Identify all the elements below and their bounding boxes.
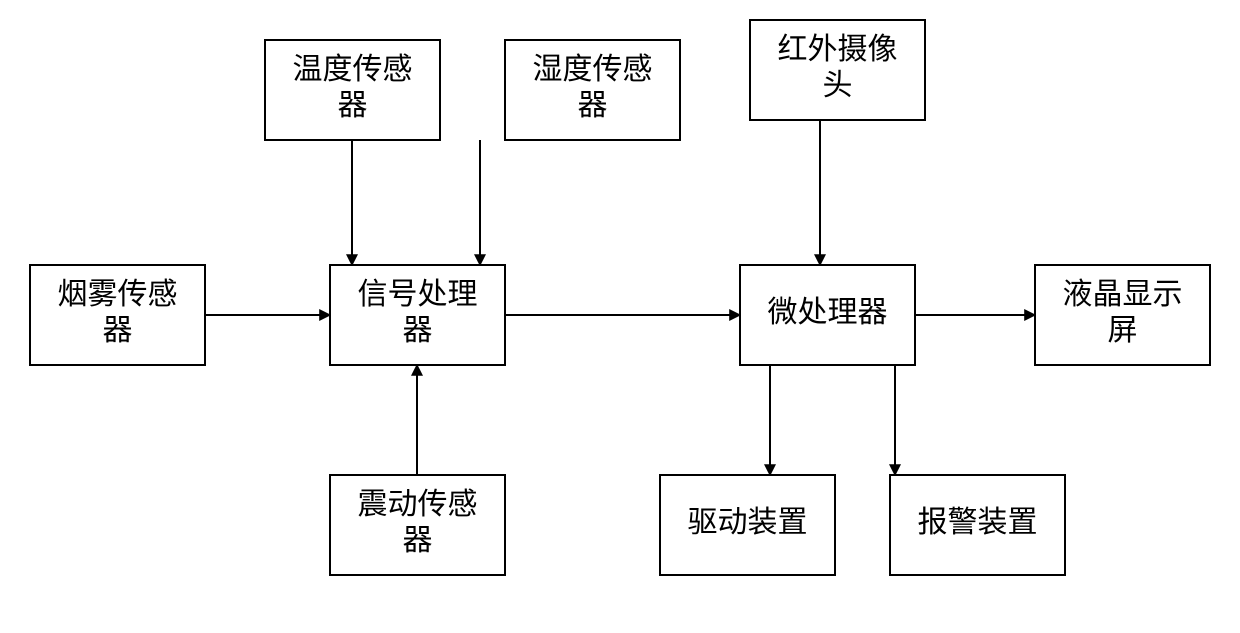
node-ircam-label-line-0: 红外摄像 (778, 33, 898, 66)
node-vibration: 震动传感器 (330, 475, 505, 575)
node-ircam-label-line-1: 头 (823, 69, 853, 102)
node-humidity-label-line-1: 器 (578, 89, 608, 122)
node-alarm-label-line-0: 报警装置 (918, 506, 1038, 539)
node-smoke: 烟雾传感器 (30, 265, 205, 365)
node-smoke-label-line-1: 器 (103, 314, 133, 347)
node-temp-label-line-1: 器 (338, 89, 368, 122)
node-smoke-label-line-0: 烟雾传感 (58, 278, 178, 311)
node-sigproc-label-line-1: 器 (403, 314, 433, 347)
node-sigproc: 信号处理器 (330, 265, 505, 365)
node-lcd: 液晶显示屏 (1035, 265, 1210, 365)
node-vibration-label-line-1: 器 (403, 524, 433, 557)
node-ircam: 红外摄像头 (750, 20, 925, 120)
node-sigproc-label-line-0: 信号处理 (358, 278, 478, 311)
node-lcd-label-line-0: 液晶显示 (1063, 278, 1183, 311)
node-mcu: 微处理器 (740, 265, 915, 365)
flowchart-canvas: 烟雾传感器温度传感器湿度传感器信号处理器震动传感器红外摄像头微处理器液晶显示屏驱… (0, 0, 1240, 633)
node-drive: 驱动装置 (660, 475, 835, 575)
node-mcu-label-line-0: 微处理器 (768, 296, 888, 329)
node-temp-label-line-0: 温度传感 (293, 53, 413, 86)
node-temp: 温度传感器 (265, 40, 440, 140)
node-lcd-label-line-1: 屏 (1108, 314, 1138, 347)
node-drive-label-line-0: 驱动装置 (688, 506, 808, 539)
node-alarm: 报警装置 (890, 475, 1065, 575)
node-humidity: 湿度传感器 (505, 40, 680, 140)
node-vibration-label-line-0: 震动传感 (358, 488, 478, 521)
node-humidity-label-line-0: 湿度传感 (533, 53, 653, 86)
